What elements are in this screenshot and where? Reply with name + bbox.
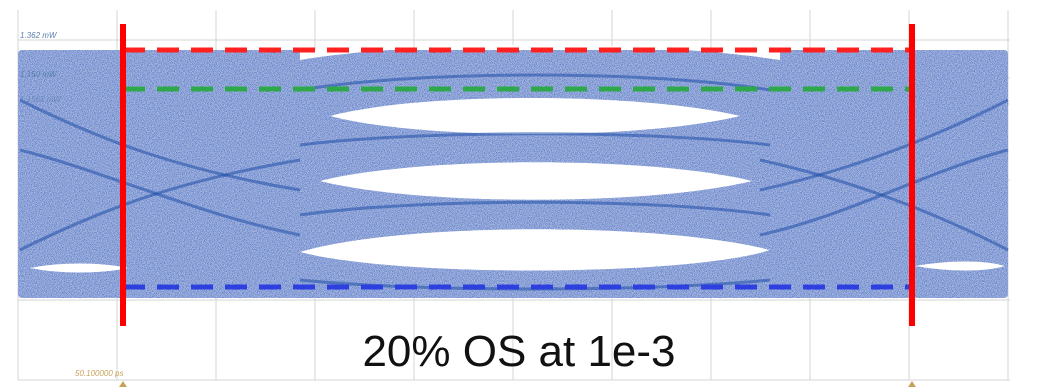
bottom-time-ticks: [119, 381, 916, 387]
eye-opening-top: [330, 98, 740, 134]
time-offset-label: 50.100000 ps: [75, 369, 124, 378]
level-label-top: 1.362 mW: [20, 31, 58, 40]
caption-text: 20% OS at 1e-3: [362, 327, 676, 376]
eye-opening-bottom: [300, 229, 770, 271]
eye-top-bulge: [300, 45, 780, 60]
level-label-one: 1.150 mW: [20, 70, 58, 79]
eye-opening-left-small: [30, 263, 128, 273]
level-label-ref: 1.1561 mW: [20, 95, 62, 104]
time-tick-marker: [119, 381, 127, 387]
eye-opening-right-small: [915, 261, 1005, 271]
eye-opening-middle: [320, 162, 752, 200]
eye-openings: [30, 45, 1005, 273]
time-tick-marker: [908, 381, 916, 387]
